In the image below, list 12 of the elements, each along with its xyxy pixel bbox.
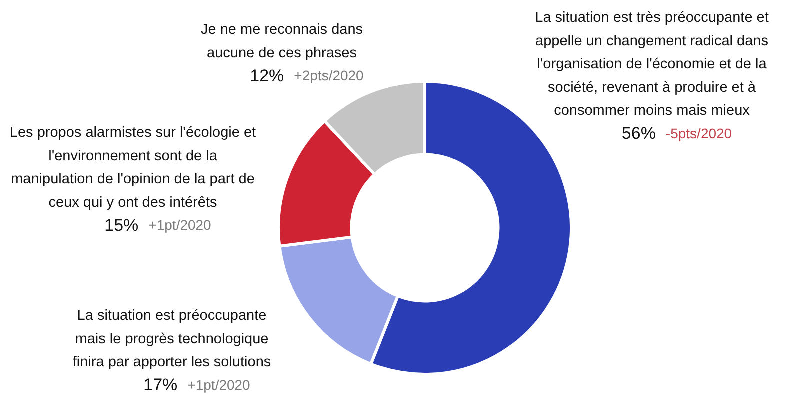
data-label: 12%	[250, 66, 284, 86]
data-label: 15%	[104, 216, 139, 235]
slice-label: Les propos alarmistes sur l'écologie et l'environnement sont de la manipulation de l'opinion de la part de ceux qui y ont des intérêts	[10, 125, 256, 211]
text: -5pts/2020	[666, 125, 732, 142]
slice-label: Je ne me reconnais dans aucune de ces phrases	[200, 22, 364, 62]
slice-label: La situation est très préoccupante et appelle un changement radical dans l'organisation de l'économie et de la société, revenant à produire et à consommer moins mais mieux	[535, 10, 769, 120]
text: +1pt/2020	[148, 217, 212, 234]
data-label: 56%	[622, 124, 656, 144]
slice-label: La situation est préoccupante mais le progrès technologique finira par apporter les solutions	[72, 308, 272, 371]
text: +2pts/2020	[294, 67, 364, 84]
data-label: 17%	[144, 376, 178, 395]
text: +1pt/2020	[188, 376, 250, 393]
